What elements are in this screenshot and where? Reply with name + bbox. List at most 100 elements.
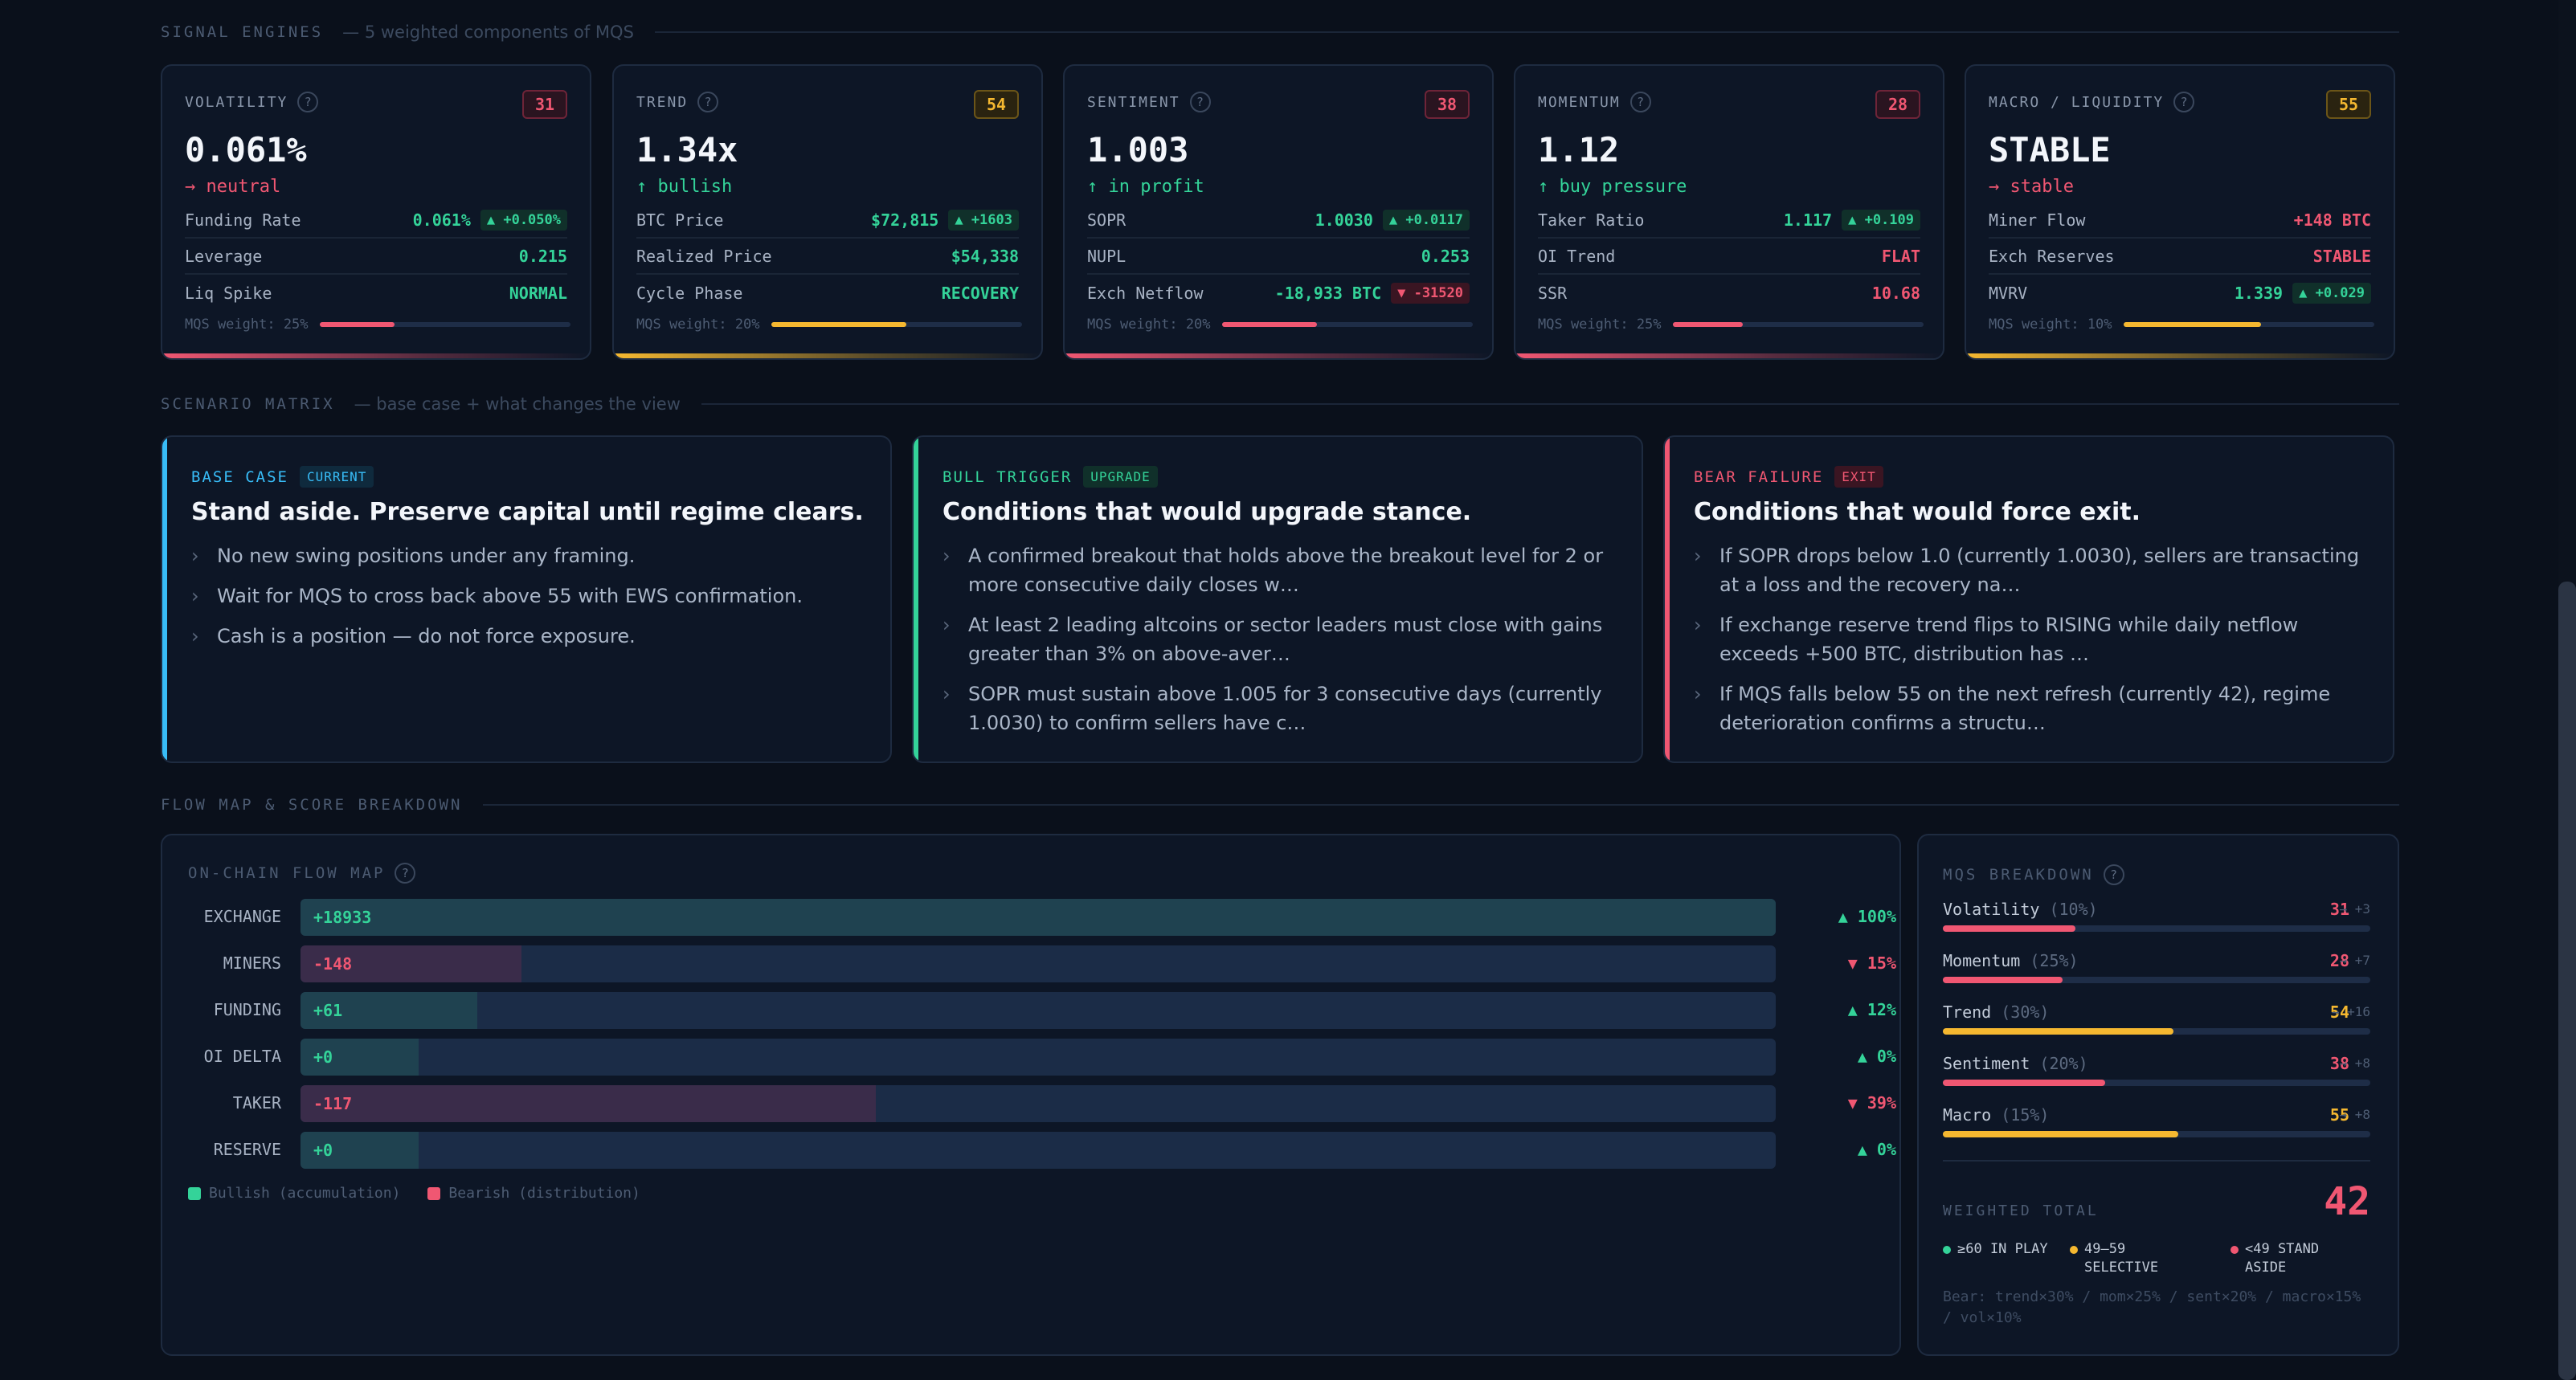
signal-engines-header: SIGNAL ENGINES — 5 weighted components o… [161,22,2399,42]
chevron-right-icon: › [1694,683,1702,705]
flow-label: TAKER [232,1093,281,1113]
breakdown-delta: → +3 [2339,901,2370,917]
section-subtitle: — 5 weighted components of MQS [342,22,634,42]
metric-value-text: 0.253 [1421,246,1470,266]
scenario-tag: EXIT [1834,466,1883,488]
flow-value: +0 [313,1141,333,1160]
engine-value: 1.34x [636,130,738,169]
divider [654,31,2399,33]
breakdown-weight: (15%) [2001,1105,2050,1125]
help-icon[interactable]: ? [1629,92,1651,112]
help-icon[interactable]: ? [2103,864,2124,885]
help-icon[interactable]: ? [697,92,719,112]
breakdown-row-momentum: Momentum (25%) 28 → +7 [1943,951,2370,994]
metric-value: +148 BTC [2294,210,2371,230]
breakdown-delta: → +7 [2339,953,2370,968]
help-icon[interactable]: ? [395,863,416,884]
flow-label: RESERVE [213,1140,281,1159]
metric-rows: SOPR 1.0030 ▲ +0.0117 NUPL 0.253 Exch Netflow… [1087,202,1470,311]
help-icon[interactable]: ? [1189,92,1211,112]
flow-value: -117 [313,1094,353,1113]
breakdown-weight: (30%) [2001,1002,2050,1022]
metric-label: Realized Price [636,246,772,266]
chevron-right-icon: › [942,683,951,705]
scenario-item-text: If SOPR drops below 1.0 (currently 1.003… [1719,545,2360,596]
scenario-label: BEAR FAILURE [1694,467,1824,486]
weight-bar [2123,322,2374,327]
card-accent-bar [1966,353,2394,358]
engine-trend: ↑ in profit [1087,177,1204,197]
scenario-item: › Cash is a position — do not force expos… [191,622,858,651]
breakdown-name-text: Trend [1943,1002,1992,1022]
score-badge: 28 [1875,90,1920,119]
weighted-total-value: 42 [2324,1179,2370,1224]
scenario-item: › At least 2 leading altcoins or sector l… [942,610,1609,668]
flow-percent: ▲ 100% [1838,907,1896,926]
chevron-right-icon: › [942,545,951,567]
engine-value: 1.003 [1087,130,1189,169]
section-subtitle: — base case + what changes the view [354,394,681,414]
mqs-weight-label: MQS weight: 20% [1087,316,1211,333]
divider [483,804,2399,806]
metric-label: Funding Rate [185,210,301,230]
scenario-item: › If MQS falls below 55 on the next refre… [1694,680,2361,737]
score-badge: 55 [2326,90,2371,119]
mqs-weight: MQS weight: 20% [636,316,1022,333]
help-icon[interactable]: ? [297,92,319,112]
flow-bar: +61 [301,992,1776,1029]
metric-value-text: STABLE [2312,246,2371,266]
card-accent-bar [1515,353,1943,358]
metric-label: BTC Price [636,210,724,230]
engine-trend: ↑ buy pressure [1538,177,1687,197]
chevron-right-icon: › [942,614,951,636]
scrollbar-thumb[interactable] [2558,582,2576,1380]
engine-label: TREND? [636,92,719,112]
delta-badge: ▼ -31520 [1391,282,1470,304]
metric-rows: Miner Flow +148 BTC Exch Reserves STABLE MVR… [1989,202,2371,311]
weight-footnote: Bear: trend×30% / mom×25% / sent×20% / m… [1943,1288,2361,1326]
breakdown-name-text: Momentum [1943,951,2021,970]
metric-label: Cycle Phase [636,283,743,303]
scenario-accent [1665,437,1670,761]
threshold-legend-item: <49 STAND ASIDE [2230,1240,2367,1277]
scenario-heading: Stand aside. Preserve capital until regi… [191,498,864,526]
engine-card-momentum: MOMENTUM? 28 1.12 ↑ buy pressure Taker Ratio… [1514,64,1944,360]
mqs-weight: MQS weight: 25% [1538,316,1924,333]
metric-value: FLAT [1882,247,1920,266]
flow-bar: +0 [301,1132,1776,1169]
metric-row: BTC Price $72,815 ▲ +1603 [636,202,1019,239]
scenario-matrix-header: SCENARIO MATRIX — base case + what chang… [161,394,2399,414]
metric-label: NUPL [1087,246,1126,266]
metric-value-text: 1.0030 [1315,210,1373,230]
flow-percent: ▲ 12% [1847,1000,1896,1019]
metric-row: Funding Rate 0.061% ▲ +0.050% [185,202,567,239]
mqs-weight: MQS weight: 20% [1087,316,1473,333]
threshold-dot [1943,1246,1951,1254]
breakdown-row-volatility: Volatility (10%) 31 → +3 [1943,900,2370,943]
metric-value: $72,815 ▲ +1603 [871,209,1019,231]
flow-map-title-text: ON-CHAIN FLOW MAP [188,864,386,882]
card-accent-bar [614,353,1041,358]
engine-value: STABLE [1989,130,2111,169]
breakdown-bar [1943,1080,2370,1086]
weight-bar-fill [1672,322,1744,327]
breakdown-bar-fill [1943,1131,2178,1137]
flow-bar-fill [301,1085,877,1122]
metric-value: NORMAL [509,284,567,303]
breakdown-score: 38 [2329,1054,2349,1073]
metric-value-text: 0.061% [412,210,471,230]
metric-rows: BTC Price $72,815 ▲ +1603 Realized Price $54… [636,202,1019,311]
mqs-weight-label: MQS weight: 10% [1989,316,2112,333]
flow-legend: Bullish (accumulation) Bearish (distribu… [188,1185,640,1202]
flow-value: +0 [313,1047,333,1067]
flow-bar-fill [301,992,478,1029]
chevron-right-icon: › [191,585,199,607]
metric-row: Exch Netflow -18,933 BTC ▼ -31520 [1087,275,1470,311]
scenario-item: › No new swing positions under any framin… [191,541,858,570]
score-badge: 38 [1425,90,1470,119]
divider [701,403,2399,405]
scenario-list: › If SOPR drops below 1.0 (currently 1.00… [1694,541,2361,749]
scenario-card-bull-trigger: BULL TRIGGER UPGRADE Conditions that would… [912,435,1643,763]
help-icon[interactable]: ? [2173,92,2195,112]
scenario-item-text: No new swing positions under any framing… [217,545,636,567]
